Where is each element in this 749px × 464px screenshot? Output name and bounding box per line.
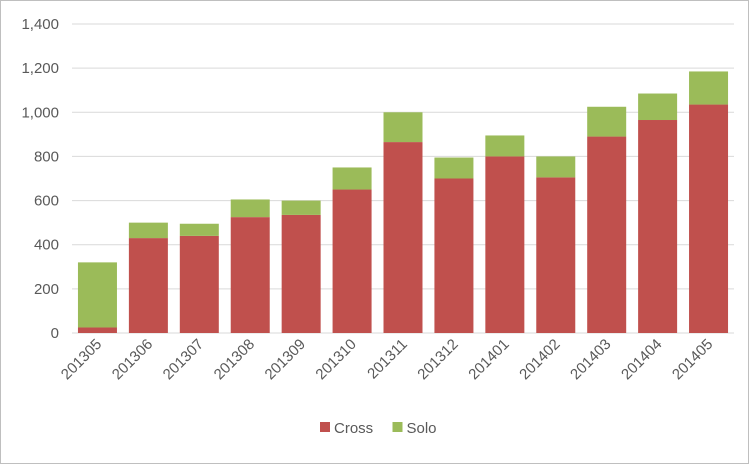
- bar-cross-201310: [332, 189, 372, 333]
- bar-solo-201307: [179, 223, 219, 236]
- bar-cross-201312: [434, 178, 474, 333]
- bar-cross-201401: [485, 156, 525, 333]
- bar-solo-201309: [281, 200, 321, 215]
- bar-cross-201305: [77, 327, 117, 333]
- bar-solo-201401: [485, 135, 525, 157]
- bar-solo-201306: [128, 222, 168, 239]
- bar-cross-201307: [179, 235, 219, 333]
- y-tick-label: 1,000: [21, 104, 59, 121]
- bar-solo-201405: [689, 71, 729, 105]
- bar-cross-201404: [638, 120, 678, 333]
- x-axis-tick-labels: 201305 201306 201307 201308 201309 201310 2013…: [58, 336, 716, 383]
- y-tick-label: 1,200: [21, 60, 59, 77]
- bar-cross-201402: [536, 177, 576, 333]
- bar-cross-201405: [689, 104, 729, 333]
- bar-solo-201403: [587, 106, 627, 137]
- x-tick-label: 201402: [516, 336, 563, 383]
- bar-cross-201311: [383, 142, 423, 333]
- y-tick-label: 400: [34, 237, 59, 254]
- x-tick-label: 201312: [414, 336, 461, 383]
- bar-solo-201402: [536, 156, 576, 178]
- bar-solo-201311: [383, 112, 423, 143]
- legend-label-solo: Solo: [407, 420, 437, 437]
- legend: Cross Solo: [320, 420, 437, 437]
- legend-label-cross: Cross: [334, 420, 373, 437]
- x-tick-label: 201405: [669, 336, 716, 383]
- y-axis-tick-labels: 0 200 400 600 800 1,000 1,200 1,400: [21, 16, 59, 342]
- legend-swatch-cross: [320, 422, 330, 432]
- bar-solo-201310: [332, 167, 372, 190]
- x-tick-label: 201307: [160, 336, 207, 383]
- bar-cross-201308: [230, 217, 270, 333]
- x-tick-label: 201404: [618, 336, 665, 383]
- x-tick-label: 201401: [465, 336, 512, 383]
- bar-solo-201404: [638, 93, 678, 121]
- bar-cross-201309: [281, 214, 321, 333]
- y-tick-label: 800: [34, 148, 59, 165]
- bar-cross-201306: [128, 238, 168, 333]
- bar-solo-201305: [77, 262, 117, 328]
- x-tick-label: 201309: [262, 336, 309, 383]
- bar-solo-201312: [434, 157, 474, 179]
- x-tick-label: 201305: [58, 336, 105, 383]
- bar-solo-201308: [230, 199, 270, 218]
- x-tick-label: 201308: [211, 336, 258, 383]
- y-tick-label: 0: [51, 325, 59, 342]
- bars: [77, 71, 729, 333]
- legend-swatch-solo: [392, 422, 403, 432]
- x-tick-label: 201403: [567, 336, 614, 383]
- x-tick-label: 201306: [109, 336, 156, 383]
- bar-cross-201403: [587, 136, 627, 333]
- x-tick-label: 201310: [312, 336, 359, 383]
- y-tick-label: 600: [34, 193, 59, 210]
- y-tick-label: 1,400: [21, 16, 59, 33]
- y-tick-label: 200: [34, 281, 59, 298]
- x-tick-label: 201311: [364, 336, 411, 383]
